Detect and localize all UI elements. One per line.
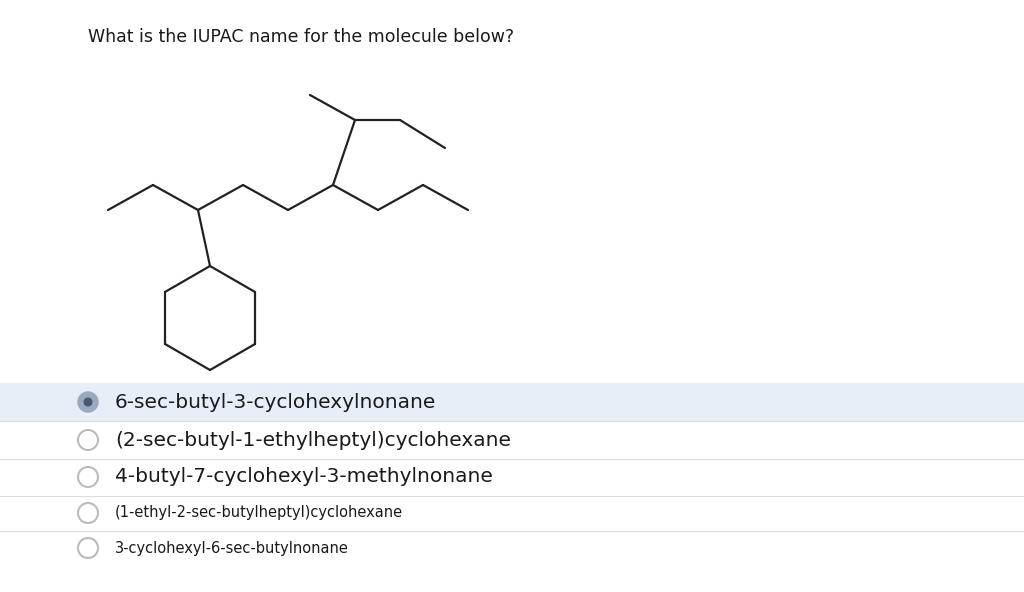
Bar xyxy=(0,383,1024,421)
Text: (2-sec-butyl-1-ethylheptyl)cyclohexane: (2-sec-butyl-1-ethylheptyl)cyclohexane xyxy=(115,430,511,449)
Text: What is the IUPAC name for the molecule below?: What is the IUPAC name for the molecule … xyxy=(88,28,514,46)
Text: 3-cyclohexyl-6-sec-butylnonane: 3-cyclohexyl-6-sec-butylnonane xyxy=(115,540,349,555)
Text: 6-sec-butyl-3-cyclohexylnonane: 6-sec-butyl-3-cyclohexylnonane xyxy=(115,392,436,411)
Text: 4-butyl-7-cyclohexyl-3-methylnonane: 4-butyl-7-cyclohexyl-3-methylnonane xyxy=(115,468,493,487)
Circle shape xyxy=(84,398,92,406)
Text: (1-ethyl-2-sec-butylheptyl)cyclohexane: (1-ethyl-2-sec-butylheptyl)cyclohexane xyxy=(115,506,403,520)
Circle shape xyxy=(78,392,98,412)
